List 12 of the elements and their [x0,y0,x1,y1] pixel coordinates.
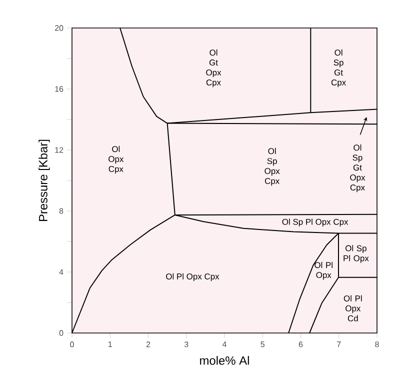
annotation: Ol Pl Opx Cd [344,295,362,322]
annotation: Ol Pl Opx [314,262,332,280]
annotation: Ol Gt Opx Cpx [206,49,222,88]
annotation: Ol Sp Pl Opx Cpx [282,218,348,227]
annotation: Ol Opx Cpx [108,146,124,174]
annotation: Ol Pl Opx Cpx [166,273,220,282]
annotation: Ol Sp Gt Opx Cpx [350,144,366,192]
annotation: Ol Sp Opx Cpx [264,148,280,186]
annotation: Ol Sp Gt Cpx [331,49,346,88]
x-axis-title: mole% Al [200,356,249,365]
annotation: Ol Sp Pl Opx [344,245,369,263]
y-axis-title: Pressure [Kbar] [38,140,50,222]
